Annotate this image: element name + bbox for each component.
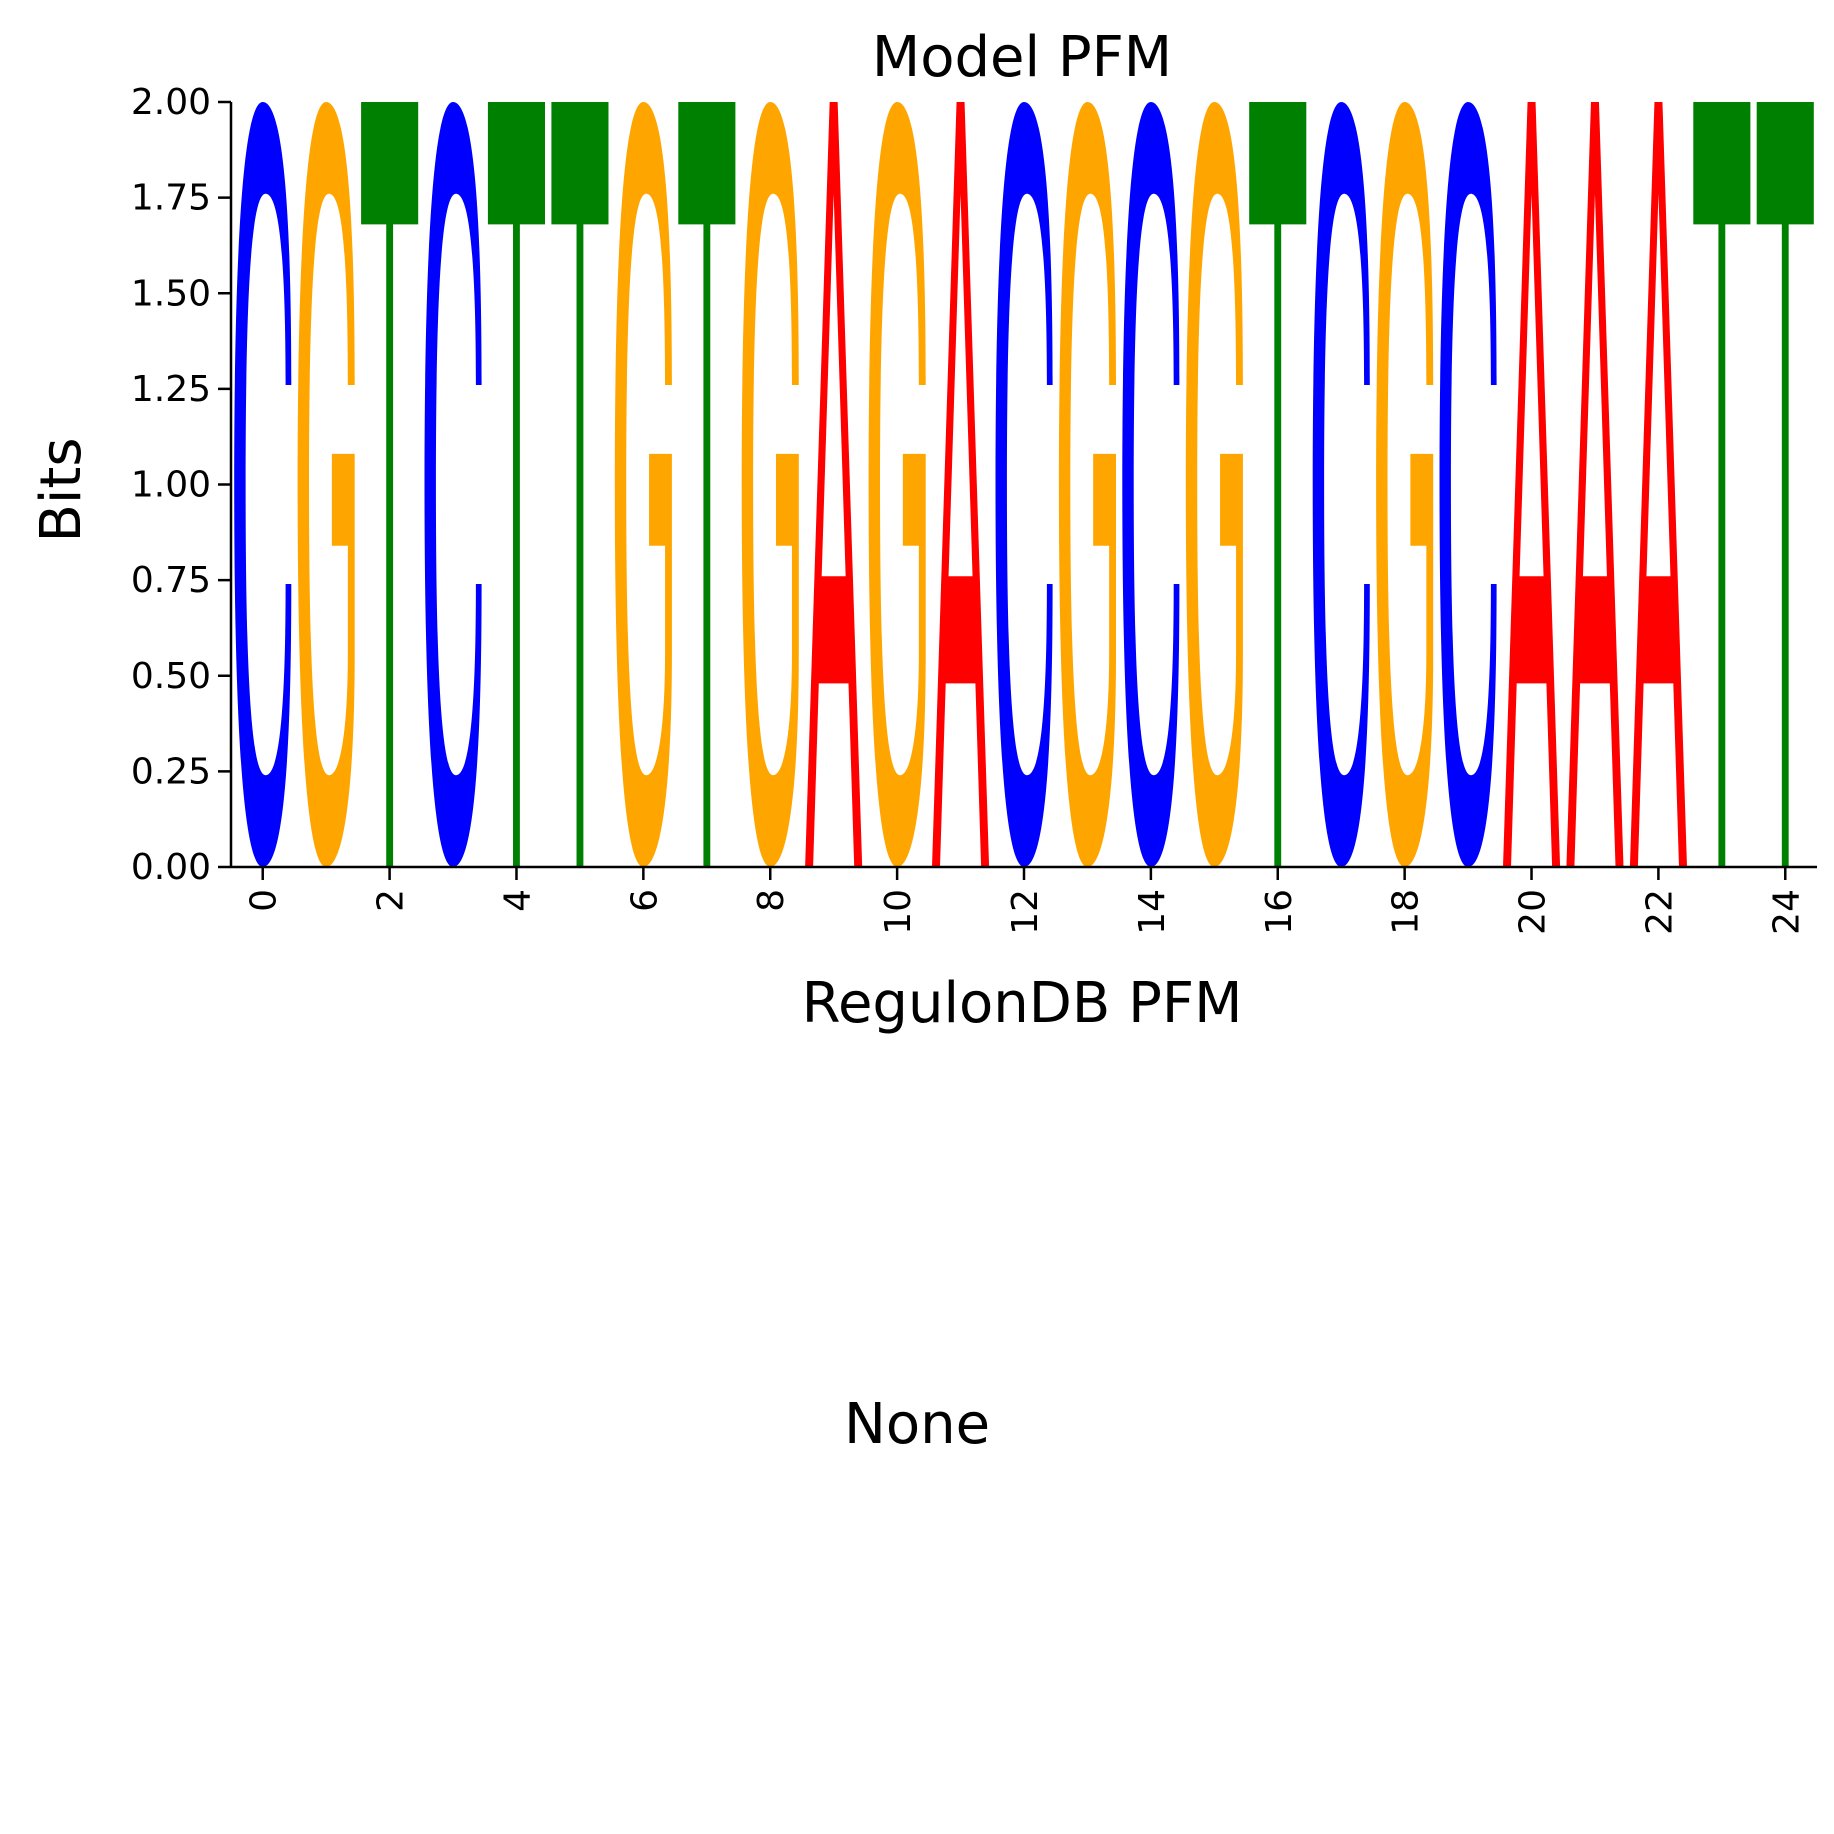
x-tick-label: 12 xyxy=(1005,889,1046,935)
y-axis-label: Bits xyxy=(29,437,94,542)
chart-title: Model PFM xyxy=(872,25,1172,90)
x-tick-label: 18 xyxy=(1386,889,1427,935)
logo-letter-T-7 xyxy=(678,102,736,867)
logo-letter-G-15 xyxy=(1185,102,1243,867)
x-tick-label: 16 xyxy=(1259,889,1300,935)
logo-letter-A-11 xyxy=(932,102,990,867)
y-tick-label: 1.00 xyxy=(131,465,211,506)
logo-letter-G-10 xyxy=(868,102,926,867)
x-tick-label: 24 xyxy=(1766,889,1807,935)
logo-letter-A-22 xyxy=(1629,102,1687,867)
logo-letter-A-9 xyxy=(805,102,863,867)
logo-letter-A-20 xyxy=(1503,102,1561,867)
logo-letter-G-6 xyxy=(614,102,672,867)
logo-letter-C-17 xyxy=(1312,102,1370,867)
y-ticks: 0.00 0.25 0.50 0.75 1.00 1.25 1.50 1.75 2.00 xyxy=(131,82,231,888)
y-tick-label: 0.75 xyxy=(131,560,211,601)
logo-letter-T-23 xyxy=(1693,102,1751,867)
x-tick-label: 20 xyxy=(1513,889,1554,935)
y-tick-label: 1.25 xyxy=(131,369,211,410)
y-tick-label: 1.75 xyxy=(131,178,211,219)
y-tick-label: 0.50 xyxy=(131,656,211,697)
y-tick-label: 2.00 xyxy=(131,82,211,123)
x-tick-label: 8 xyxy=(751,889,792,912)
x-ticks: 0 2 4 6 8 10 12 14 16 18 20 22 24 xyxy=(244,867,1807,935)
x-tick-label: 14 xyxy=(1132,889,1173,935)
logo-letter-C-0 xyxy=(234,102,292,867)
logo-letter-T-5 xyxy=(551,102,609,867)
logo-marks xyxy=(234,102,1814,867)
logo-letter-T-16 xyxy=(1249,102,1307,867)
logo-letter-G-13 xyxy=(1058,102,1116,867)
x-tick-label: 2 xyxy=(371,889,412,912)
logo-letter-T-2 xyxy=(361,102,419,867)
logo-letter-C-12 xyxy=(995,102,1053,867)
x-tick-label: 10 xyxy=(878,889,919,935)
y-tick-label: 1.50 xyxy=(131,273,211,314)
logo-letter-G-8 xyxy=(741,102,799,867)
x-tick-label: 22 xyxy=(1639,889,1680,935)
y-tick-label: 0.25 xyxy=(131,751,211,792)
logo-letter-C-19 xyxy=(1439,102,1497,867)
x-tick-label: 4 xyxy=(498,889,539,912)
y-tick-label: 0.00 xyxy=(131,847,211,888)
logo-letter-C-3 xyxy=(424,102,482,867)
logo-letter-T-24 xyxy=(1756,102,1814,867)
x-tick-label: 6 xyxy=(624,889,665,912)
x-tick-label: 0 xyxy=(244,889,285,912)
logo-letter-C-14 xyxy=(1122,102,1180,867)
logo-letter-A-21 xyxy=(1566,102,1624,867)
logo-letter-G-1 xyxy=(297,102,355,867)
logo-letter-T-4 xyxy=(487,102,545,867)
logo-letter-G-18 xyxy=(1376,102,1434,867)
second-panel-title: None xyxy=(843,1392,991,1457)
x-axis-label: RegulonDB PFM xyxy=(802,971,1243,1036)
